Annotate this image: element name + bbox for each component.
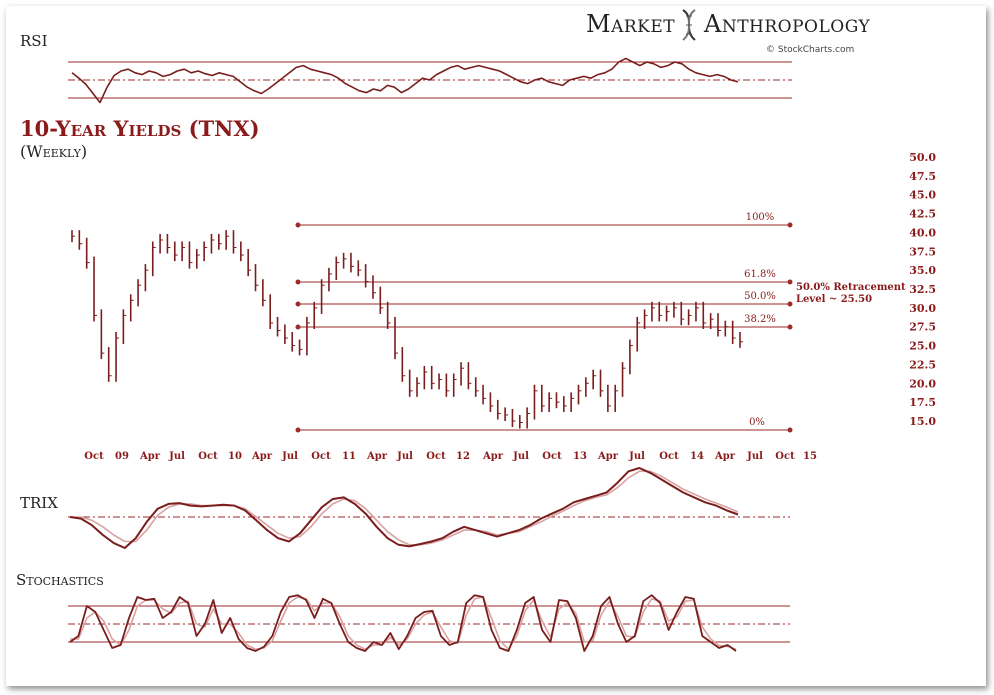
- fib-line-start-dot: [295, 324, 301, 330]
- x-tick-label: 10: [228, 451, 242, 462]
- x-tick-label: 12: [456, 451, 470, 462]
- retracement-annotation-line2: Level ~ 25.50: [796, 294, 873, 305]
- fib-label: 61.8%: [744, 269, 776, 280]
- main-chart-title: 10-Year Yields (TNX): [20, 116, 260, 141]
- x-tick-label: Oct: [311, 451, 331, 462]
- x-tick-label: Jul: [746, 451, 763, 462]
- stochastics-title: Stochastics: [16, 571, 104, 589]
- x-tick-label: Jul: [628, 451, 645, 462]
- x-tick-label: Apr: [139, 451, 161, 462]
- x-tick-label: Oct: [198, 451, 218, 462]
- credit-text: © StockCharts.com: [766, 45, 855, 55]
- y-tick-label: 17.5: [909, 396, 936, 409]
- y-tick-label: 47.5: [909, 170, 936, 183]
- retracement-annotation-line1: 50.0% Retracement: [796, 282, 906, 293]
- y-tick-label: 45.0: [909, 189, 936, 202]
- y-tick-label: 15.0: [909, 415, 936, 428]
- y-tick-label: 42.5: [909, 208, 936, 221]
- y-tick-label: 40.0: [909, 226, 936, 239]
- fib-line-end-dot: [787, 279, 793, 285]
- x-tick-label: Oct: [84, 451, 104, 462]
- y-tick-label: 30.0: [909, 302, 936, 315]
- y-tick-label: 50.0: [909, 151, 936, 164]
- x-tick-label: 11: [342, 451, 356, 462]
- x-tick-label: Apr: [366, 451, 388, 462]
- x-tick-label: Oct: [542, 451, 562, 462]
- y-tick-label: 27.5: [909, 321, 936, 334]
- fib-label: 38.2%: [744, 314, 776, 325]
- fib-line-start-dot: [295, 301, 301, 307]
- fib-line-end-dot: [787, 301, 793, 307]
- x-tick-label: Oct: [775, 451, 795, 462]
- y-tick-label: 25.0: [909, 340, 936, 353]
- x-tick-label: 09: [115, 451, 129, 462]
- x-tick-label: Jul: [512, 451, 529, 462]
- fib-label: 0%: [749, 417, 765, 428]
- trix-title: TRIX: [20, 494, 58, 512]
- brand-word1: Market: [586, 10, 676, 38]
- fib-label: 50.0%: [744, 291, 776, 302]
- stochastics-k-line: [69, 594, 737, 652]
- x-tick-label: 14: [690, 451, 704, 462]
- trix-line: [69, 467, 739, 549]
- rsi-line: [71, 57, 739, 104]
- y-tick-label: 32.5: [909, 283, 936, 296]
- main-chart-subtitle: (Weekly): [20, 142, 88, 161]
- x-tick-label: Oct: [426, 451, 446, 462]
- y-tick-label: 35.0: [909, 264, 936, 277]
- x-tick-label: Apr: [251, 451, 273, 462]
- fib-line-start-dot: [295, 279, 301, 285]
- dna-logo-icon: [680, 8, 698, 42]
- x-tick-label: Apr: [597, 451, 619, 462]
- y-tick-label: 22.5: [909, 358, 936, 371]
- y-tick-label: 37.5: [909, 245, 936, 258]
- x-tick-label: 15: [803, 451, 817, 462]
- x-tick-label: Jul: [396, 451, 413, 462]
- brand-word2: Anthropology: [704, 10, 871, 38]
- x-tick-label: Jul: [281, 451, 298, 462]
- fib-label: 100%: [746, 212, 775, 223]
- chart-frame: [6, 6, 986, 686]
- fib-line-start-dot: [295, 427, 301, 433]
- y-tick-label: 20.0: [909, 377, 936, 390]
- fib-line-end-dot: [787, 324, 793, 330]
- x-tick-label: Apr: [482, 451, 504, 462]
- x-tick-label: 13: [573, 451, 587, 462]
- fib-line-end-dot: [787, 427, 793, 433]
- x-tick-label: Oct: [659, 451, 679, 462]
- rsi-title: RSI: [20, 32, 48, 50]
- trix-signal-line: [70, 470, 739, 546]
- fib-line-start-dot: [295, 222, 301, 228]
- fib-line-end-dot: [787, 222, 793, 228]
- x-tick-label: Jul: [168, 451, 185, 462]
- x-tick-label: Apr: [714, 451, 736, 462]
